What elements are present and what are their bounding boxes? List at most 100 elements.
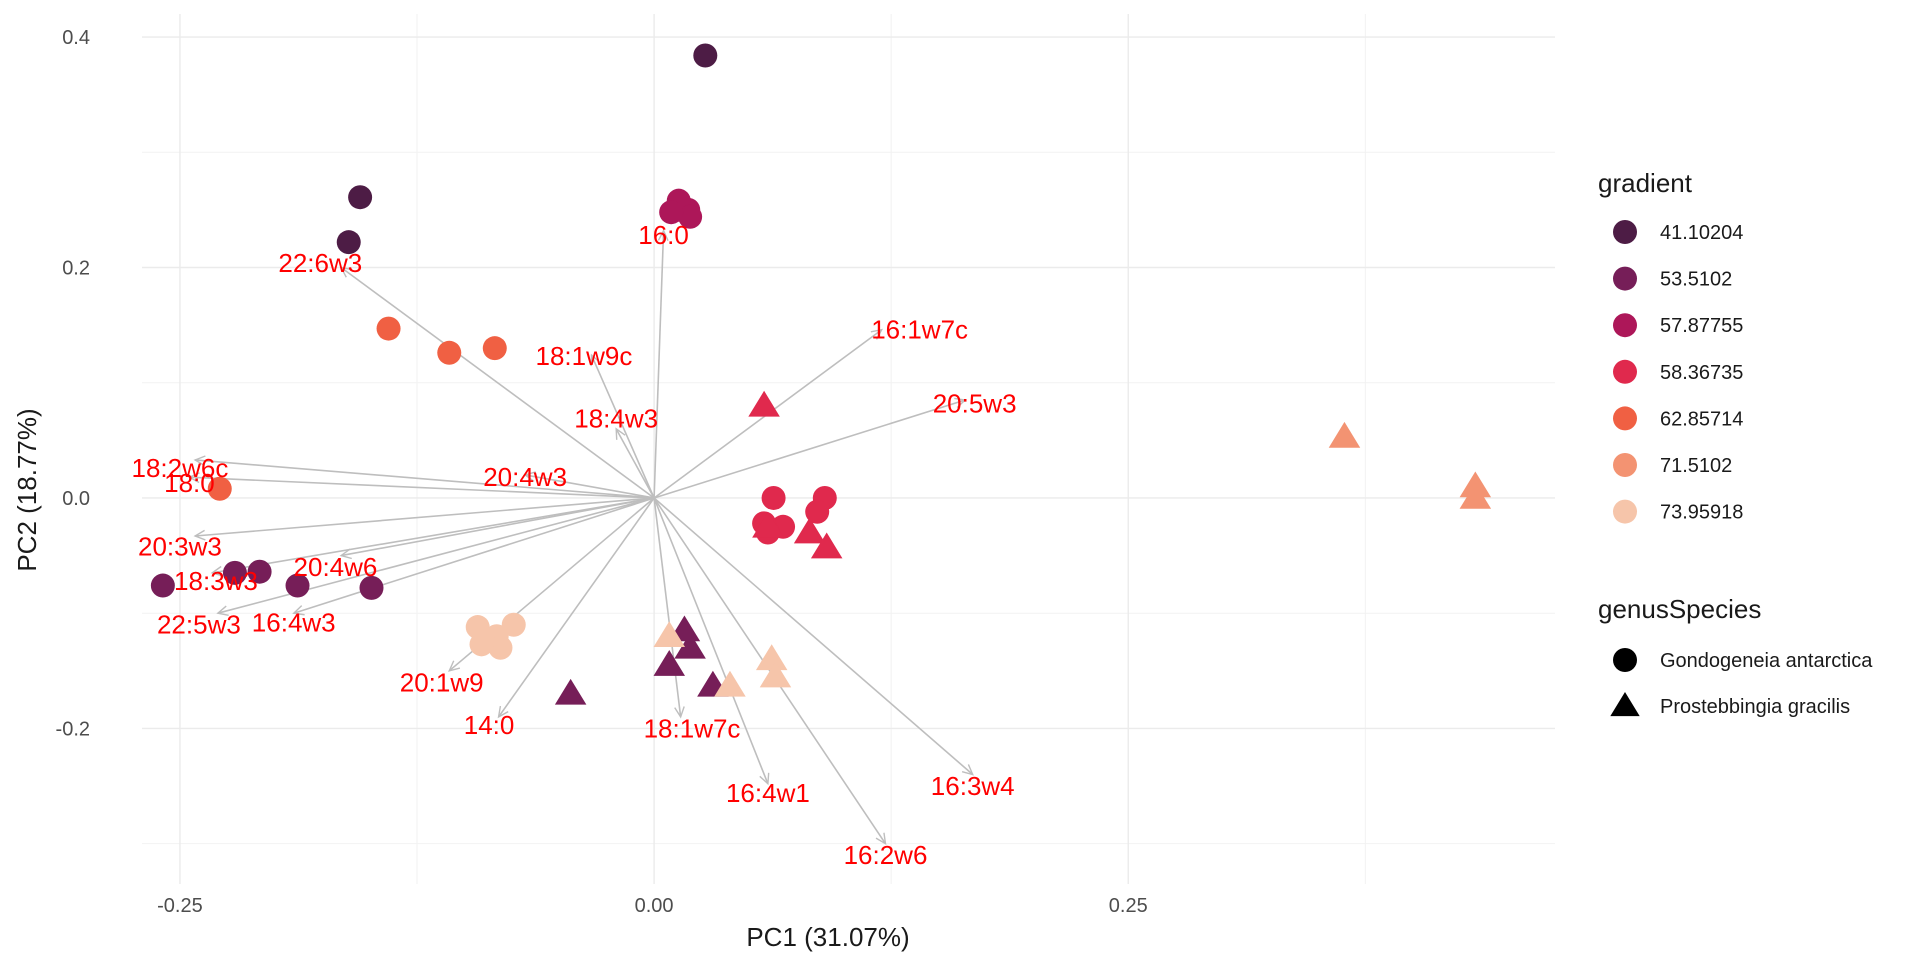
data-point-circle — [150, 573, 175, 598]
legend-gradient-label: 73.95918 — [1660, 502, 1743, 524]
loading-arrow — [653, 497, 682, 718]
data-point-triangle — [714, 670, 746, 697]
loading-arrow — [497, 497, 655, 718]
loading-arrowhead — [657, 229, 669, 241]
legend-gradient-swatch — [1613, 499, 1637, 524]
data-point-triangle — [810, 532, 843, 559]
loading-arrow — [212, 497, 655, 574]
legend-gradient-swatch — [1613, 313, 1637, 338]
loading-label: 16:4w1 — [726, 778, 810, 808]
x-axis-ticks: -0.25 0.00 0.25 — [157, 895, 1148, 917]
data-point-circle — [805, 499, 830, 524]
data-point-circle — [501, 612, 526, 637]
x-tick-label: 0.00 — [635, 895, 674, 917]
y-tick-label: 0.0 — [62, 488, 90, 510]
loading-label: 16:2w6 — [844, 840, 928, 870]
legend-gradient-items: 41.10204 53.5102 57.87755 58.36735 62.85714 7… — [1613, 220, 1743, 524]
loading-label: 22:6w3 — [278, 248, 362, 278]
minor-gridlines — [142, 14, 1555, 884]
loading-arrow — [653, 497, 769, 785]
loading-arrowhead — [615, 427, 626, 440]
data-point-triangle — [793, 517, 826, 544]
loading-arrow — [340, 266, 655, 499]
data-point-circle — [482, 336, 507, 361]
loading-arrowhead — [448, 660, 461, 672]
loading-arrow — [615, 428, 655, 499]
loading-label: 18:1w7c — [644, 713, 741, 743]
loading-arrow — [195, 459, 655, 499]
loading-arrowhead — [193, 455, 206, 467]
data-point-circle — [247, 559, 272, 584]
legend-triangle-swatch — [1610, 692, 1640, 717]
data-point-triangle — [653, 650, 686, 676]
data-point-circle — [693, 43, 718, 68]
loading-arrowhead — [339, 266, 353, 278]
data-point-circle — [285, 573, 310, 598]
loading-arrowhead — [210, 565, 223, 577]
data-point-triangle — [653, 621, 686, 648]
loading-arrowhead — [497, 705, 509, 719]
loading-arrowhead — [954, 397, 967, 409]
loading-label: 18:2w6c — [132, 453, 229, 483]
loading-label: 14:0 — [464, 710, 515, 740]
legend-gradient-swatch — [1613, 359, 1637, 384]
data-point-triangle — [1459, 482, 1492, 509]
loading-label: 20:1w9 — [400, 667, 484, 697]
legend-gradient-title: gradient — [1598, 168, 1693, 198]
data-point-circle — [207, 476, 232, 501]
loading-arrow — [293, 497, 655, 614]
loading-arrow — [341, 497, 655, 557]
loading-arrowhead — [870, 328, 883, 340]
data-point-circle — [761, 485, 786, 510]
data-point-circle — [348, 185, 373, 210]
data-point-circle — [437, 340, 462, 365]
y-axis-title: PC2 (18.77%) — [12, 408, 42, 571]
data-point-circle — [678, 204, 703, 229]
legend-gradient-label: 57.87755 — [1660, 315, 1743, 337]
legend-gradient-label: 62.85714 — [1660, 408, 1743, 430]
legend-gradient-label: 53.5102 — [1660, 269, 1732, 291]
data-point-triangle — [759, 661, 792, 688]
data-point-circle — [659, 200, 684, 225]
loading-arrowhead — [961, 764, 974, 776]
legend: gradient 41.10204 53.5102 57.87755 58.36735… — [1598, 168, 1873, 718]
data-points — [150, 43, 1492, 705]
loading-arrow — [653, 497, 974, 776]
data-point-circle — [488, 635, 513, 660]
legend-gradient-swatch — [1613, 220, 1637, 244]
loading-label: 20:5w3 — [933, 388, 1017, 418]
loading-arrow — [653, 230, 665, 499]
loading-arrowhead — [759, 772, 770, 786]
loading-arrowhead — [193, 529, 206, 541]
major-gridlines — [142, 14, 1555, 884]
data-point-triangle — [1328, 421, 1361, 448]
loading-label: 20:4w3 — [483, 462, 567, 492]
loading-label: 18:0 — [164, 468, 215, 498]
legend-gradient-swatch — [1613, 453, 1637, 477]
data-point-circle — [359, 575, 384, 600]
loading-label: 20:3w3 — [138, 531, 222, 561]
legend-shape-label: Gondogeneia antarctica — [1660, 650, 1873, 672]
legend-circle-swatch — [1613, 648, 1637, 672]
data-point-triangle — [674, 632, 706, 659]
x-tick-label: 0.25 — [1109, 895, 1148, 917]
y-axis-ticks: 0.4 0.2 0.0 -0.2 — [56, 27, 90, 740]
data-point-circle — [222, 560, 247, 585]
loading-label: 16:1w7c — [871, 315, 968, 345]
loading-arrowhead — [523, 471, 536, 482]
data-point-triangle — [752, 511, 784, 538]
legend-gradient-swatch — [1613, 406, 1637, 431]
loading-arrow — [653, 497, 887, 845]
loading-label: 16:0 — [638, 220, 689, 250]
loading-labels: 16:0 22:6w3 16:1w7c 18:1w9c 20:5w3 18:4w3 18:2… — [132, 220, 1017, 870]
data-point-triangle — [748, 390, 780, 417]
data-point-circle — [469, 632, 494, 657]
loading-arrowhead — [590, 353, 601, 367]
legend-shape-title: genusSpecies — [1598, 594, 1761, 624]
legend-gradient-label: 58.36735 — [1660, 362, 1743, 384]
data-point-circle — [376, 316, 401, 341]
loading-arrows — [187, 229, 974, 846]
loading-label: 18:3w3 — [174, 566, 258, 596]
y-tick-label: -0.2 — [56, 718, 90, 740]
